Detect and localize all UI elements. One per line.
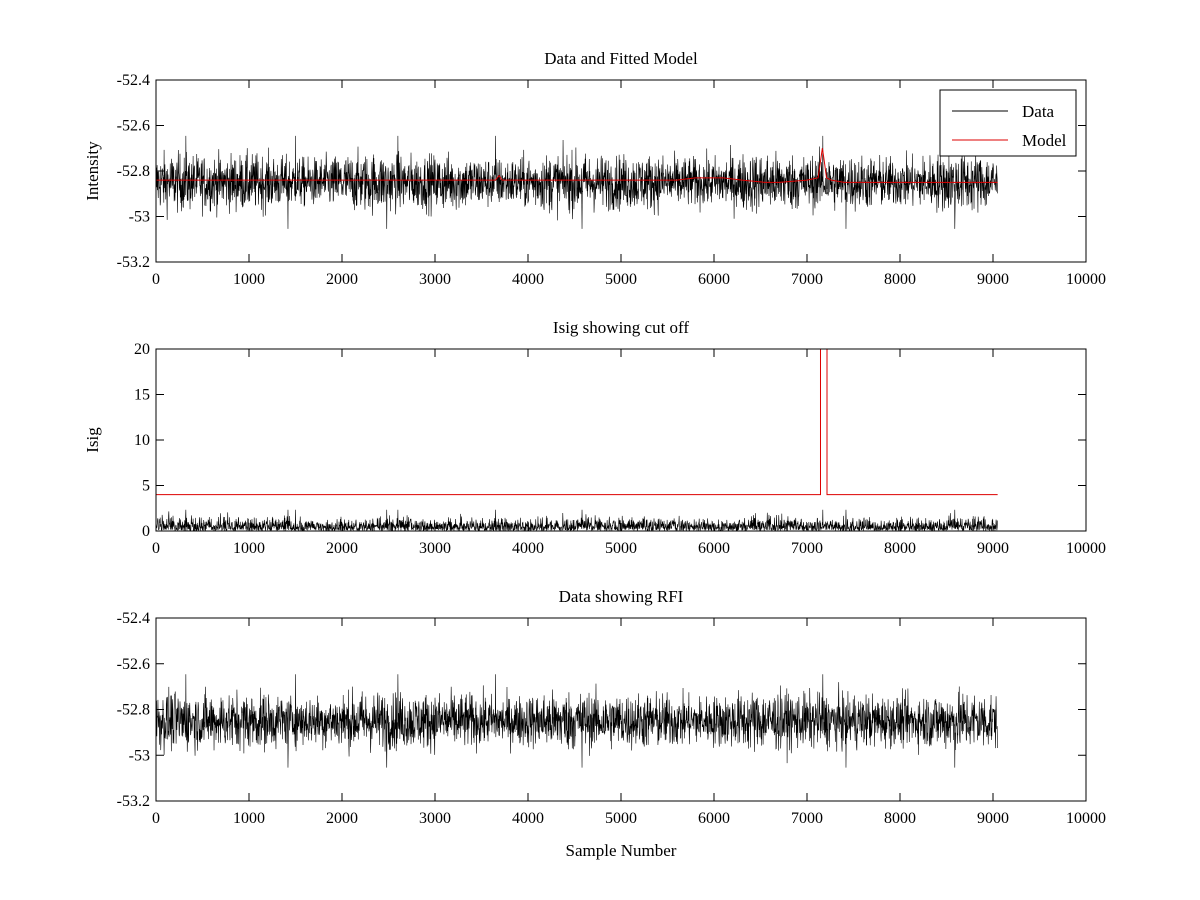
x-tick-label: 7000 xyxy=(791,271,823,288)
x-tick-label: 5000 xyxy=(605,271,637,288)
series-threshold-line xyxy=(156,349,998,496)
y-tick-label: -53 xyxy=(129,747,150,764)
x-tick-label: 6000 xyxy=(698,271,730,288)
y-tick-label: 15 xyxy=(134,387,150,404)
y-tick-label: -52.8 xyxy=(117,163,150,180)
y-tick-label: -53.2 xyxy=(117,254,150,271)
x-tick-label: 6000 xyxy=(698,810,730,827)
y-tick-label: 10 xyxy=(134,432,150,449)
x-tick-label: 8000 xyxy=(884,810,916,827)
x-tick-label: 2000 xyxy=(326,540,358,557)
y-tick-label: 5 xyxy=(142,478,150,495)
x-tick-label: 6000 xyxy=(698,540,730,557)
subplot-title: Data and Fitted Model xyxy=(544,49,698,68)
series-data-line xyxy=(156,674,998,768)
x-tick-label: 4000 xyxy=(512,810,544,827)
x-tick-label: 4000 xyxy=(512,540,544,557)
subplot-title: Isig showing cut off xyxy=(553,318,689,337)
x-tick-label: 5000 xyxy=(605,810,637,827)
y-tick-label: -53.2 xyxy=(117,793,150,810)
plot-area xyxy=(156,349,998,531)
legend-label-data: Data xyxy=(1022,102,1055,121)
series-data-line xyxy=(156,135,998,229)
y-tick-label: 0 xyxy=(142,523,150,540)
x-tick-label: 2000 xyxy=(326,810,358,827)
x-tick-label: 0 xyxy=(152,540,160,557)
y-axis-label: Intensity xyxy=(83,141,102,201)
y-axis-label: Isig xyxy=(83,427,102,453)
x-tick-label: 1000 xyxy=(233,540,265,557)
x-tick-label: 8000 xyxy=(884,540,916,557)
subplot-1: 0 1000 2000 3000 4000 5000 6000 7000 8000 9000 100… xyxy=(83,49,1106,288)
y-tick-label: -52.6 xyxy=(117,656,150,673)
x-tick-label: 0 xyxy=(152,271,160,288)
y-tick-label: -52.8 xyxy=(117,702,150,719)
x-tick-label: 3000 xyxy=(419,810,451,827)
y-tick-label: 20 xyxy=(134,341,150,358)
y-tick-label: -52.4 xyxy=(117,72,150,89)
series-model-line xyxy=(156,148,998,183)
x-tick-label: 1000 xyxy=(233,271,265,288)
x-tick-label: 4000 xyxy=(512,271,544,288)
y-tick-label: -53 xyxy=(129,209,150,226)
y-tick-label: -52.4 xyxy=(117,610,150,627)
plot-area xyxy=(156,135,998,229)
subplot-2: 0 1000 2000 3000 4000 5000 6000 7000 8000 9000 100… xyxy=(83,318,1106,557)
x-tick-label: 7000 xyxy=(791,810,823,827)
x-tick-label: 10000 xyxy=(1066,810,1106,827)
x-tick-label: 9000 xyxy=(977,271,1009,288)
subplot-title: Data showing RFI xyxy=(559,587,684,606)
subplot-3: 0 1000 2000 3000 4000 5000 6000 7000 8000 9000 100… xyxy=(117,587,1106,860)
x-tick-label: 3000 xyxy=(419,540,451,557)
x-tick-label: 10000 xyxy=(1066,271,1106,288)
plot-area xyxy=(156,674,998,768)
x-tick-label: 7000 xyxy=(791,540,823,557)
x-tick-label: 3000 xyxy=(419,271,451,288)
x-tick-label: 1000 xyxy=(233,810,265,827)
legend: Data Model xyxy=(939,89,1077,157)
x-tick-label: 10000 xyxy=(1066,540,1106,557)
legend-label-model: Model xyxy=(1022,131,1067,150)
y-tick-label: -52.6 xyxy=(117,118,150,135)
legend-box xyxy=(939,89,1077,157)
series-data-line xyxy=(156,509,998,531)
x-tick-label: 2000 xyxy=(326,271,358,288)
x-tick-label: 9000 xyxy=(977,540,1009,557)
x-tick-label: 8000 xyxy=(884,271,916,288)
x-axis-label: Sample Number xyxy=(566,841,677,860)
x-tick-label: 5000 xyxy=(605,540,637,557)
x-tick-label: 0 xyxy=(152,810,160,827)
x-tick-label: 9000 xyxy=(977,810,1009,827)
